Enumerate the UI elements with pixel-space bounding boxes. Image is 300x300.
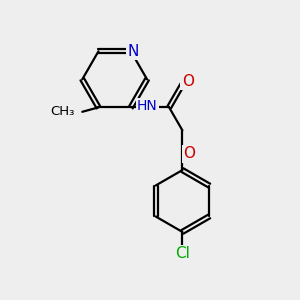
Text: Cl: Cl [175, 247, 190, 262]
Text: O: O [182, 74, 194, 89]
Text: HN: HN [137, 99, 158, 113]
Text: O: O [183, 146, 195, 161]
Text: N: N [128, 44, 139, 59]
Text: CH₃: CH₃ [50, 105, 75, 118]
